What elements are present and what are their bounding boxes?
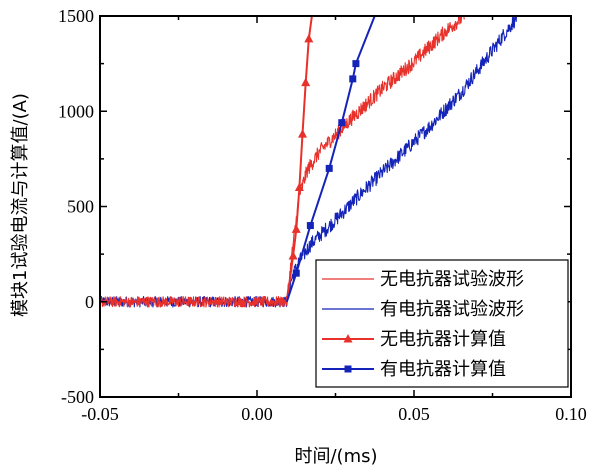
calc-line-triangle bbox=[285, 16, 313, 302]
legend-label: 无电抗器计算值 bbox=[380, 329, 506, 350]
square-marker bbox=[352, 60, 360, 68]
square-marker bbox=[292, 269, 300, 277]
series-line-red-test bbox=[100, 16, 465, 308]
y-tick-label: 0 bbox=[85, 292, 94, 312]
legend-square-marker bbox=[344, 365, 352, 373]
calc-line-square bbox=[285, 16, 376, 303]
plot-area bbox=[100, 16, 517, 308]
legend-label: 无电抗器试验波形 bbox=[380, 269, 524, 290]
square-marker bbox=[349, 75, 357, 83]
x-axis-label: 时间/(ms) bbox=[294, 446, 377, 467]
x-tick-label: -0.05 bbox=[81, 404, 119, 424]
triangle-marker bbox=[304, 33, 314, 43]
square-marker bbox=[325, 164, 333, 172]
triangle-marker bbox=[291, 224, 301, 233]
legend-label: 有电抗器计算值 bbox=[380, 359, 506, 380]
y-axis-label: 模块1试验电流与计算值/(A) bbox=[10, 93, 31, 317]
y-tick-label: 1500 bbox=[58, 6, 94, 26]
legend-label: 有电抗器试验波形 bbox=[380, 299, 524, 320]
legend-box bbox=[315, 259, 569, 388]
triangle-marker bbox=[298, 129, 308, 138]
y-tick-label: 500 bbox=[67, 197, 94, 217]
square-marker bbox=[306, 222, 314, 230]
axes: -0.05 0.00 0.05 0.10 -500 0 500 1000 1500 bbox=[58, 6, 587, 424]
y-tick-label: 1000 bbox=[58, 101, 94, 121]
x-tick-label: 0.05 bbox=[398, 404, 430, 424]
triangle-marker bbox=[294, 182, 304, 191]
triangle-marker bbox=[301, 77, 311, 87]
triangle-marker bbox=[288, 251, 298, 260]
legend-triangle-marker bbox=[343, 334, 353, 343]
square-marker bbox=[338, 119, 346, 127]
y-tick-label: -500 bbox=[61, 387, 94, 407]
x-tick-label: 0.10 bbox=[555, 404, 587, 424]
x-tick-label: 0.00 bbox=[241, 404, 273, 424]
